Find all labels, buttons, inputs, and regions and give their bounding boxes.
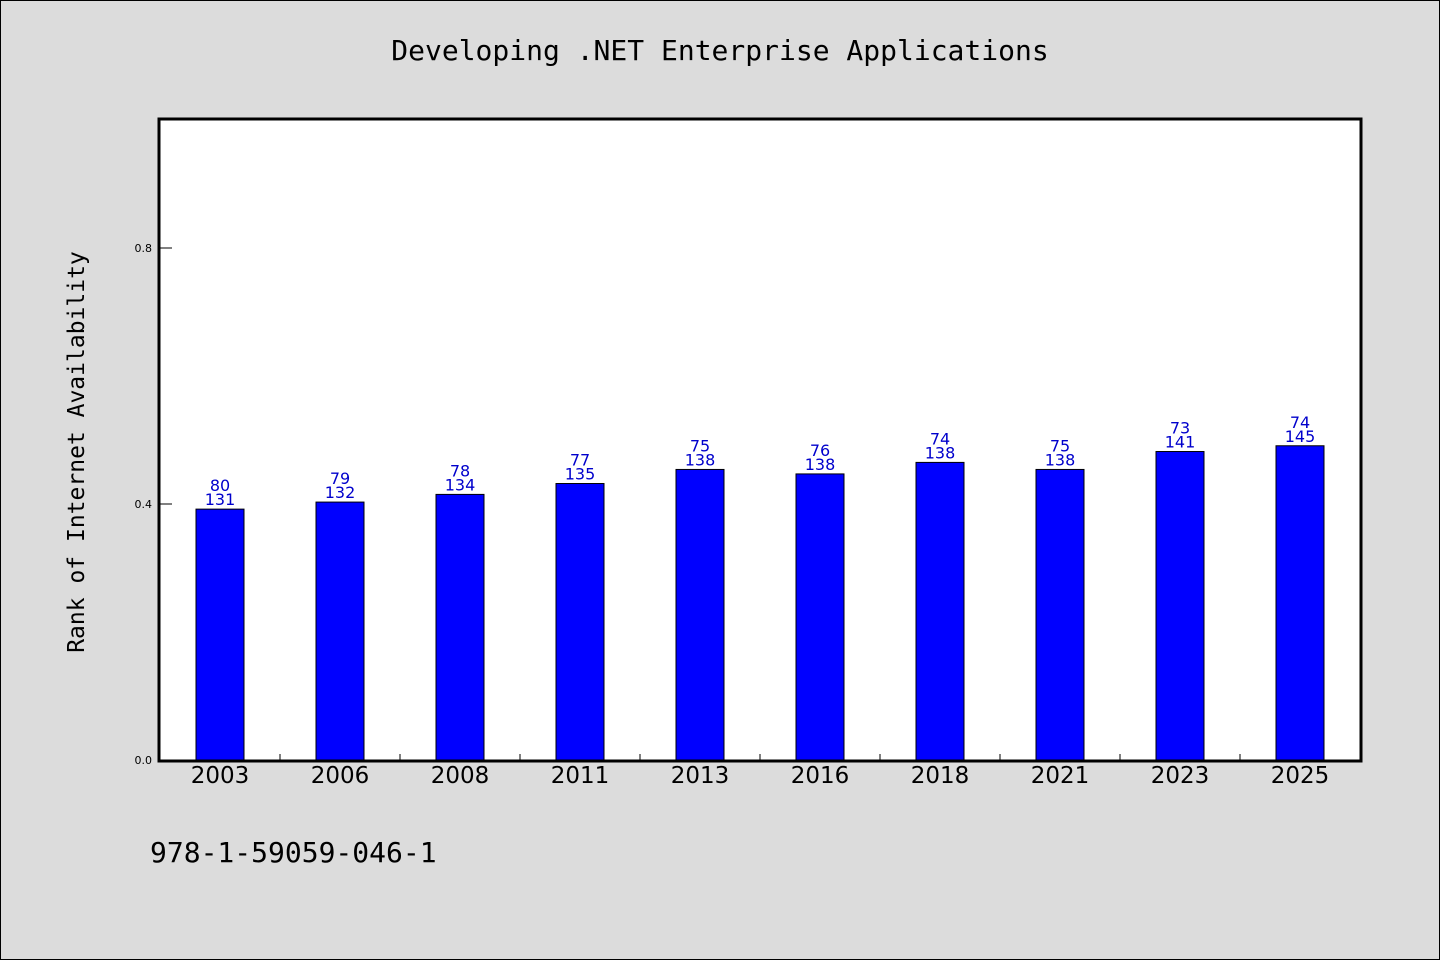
data-label-top: 74 [1290, 413, 1310, 432]
bar [1275, 445, 1325, 761]
data-label-top: 76 [810, 441, 830, 460]
y-axis-ticks: 0.0 0.4 0.8 [135, 242, 172, 767]
data-label-top: 73 [1170, 419, 1190, 438]
data-label-top: 80 [210, 476, 230, 495]
x-tick-label: 2021 [1031, 763, 1090, 789]
x-tick-label: 2025 [1271, 763, 1330, 789]
isbn-text: 978-1-59059-046-1 [150, 836, 437, 869]
data-label-bottom: 138 [925, 443, 956, 462]
bar [435, 493, 485, 761]
y-tick-label: 0.0 [135, 754, 153, 767]
chart-title: Developing .NET Enterprise Applications [391, 34, 1049, 67]
y-tick-label: 0.4 [135, 498, 153, 511]
bar [1155, 451, 1205, 761]
bar [675, 468, 725, 761]
x-tick-label: 2003 [191, 763, 250, 789]
data-label-bottom: 145 [1285, 427, 1316, 446]
data-label-bottom: 138 [1045, 450, 1076, 469]
bar [795, 473, 845, 761]
bar [195, 508, 245, 761]
data-label-top: 79 [330, 469, 350, 488]
x-tick-label: 2023 [1151, 763, 1210, 789]
x-tick-label: 2013 [671, 763, 730, 789]
x-tick-label: 2016 [791, 763, 850, 789]
data-label-bottom: 138 [685, 450, 716, 469]
x-tick-label: 2018 [911, 763, 970, 789]
bar [915, 461, 965, 761]
bar [315, 501, 365, 761]
data-label-bottom: 141 [1165, 433, 1196, 452]
data-label-bottom: 135 [565, 465, 596, 484]
x-axis-ticks [279, 754, 1241, 760]
bar [1035, 468, 1085, 761]
data-label-top: 74 [930, 429, 950, 448]
data-label-bottom: 131 [205, 490, 236, 509]
data-label-bottom: 132 [325, 483, 356, 502]
y-tick-label: 0.8 [135, 242, 153, 255]
data-label-top: 78 [450, 461, 470, 480]
x-tick-label: 2006 [311, 763, 370, 789]
data-label-bottom: 134 [445, 475, 476, 494]
bars-group [195, 445, 1325, 761]
data-label-top: 75 [690, 436, 710, 455]
x-tick-label: 2011 [551, 763, 610, 789]
x-tick-label: 2008 [431, 763, 490, 789]
data-label-top: 75 [1050, 436, 1070, 455]
data-label-bottom: 138 [805, 455, 836, 474]
bar [555, 483, 605, 761]
data-label-top: 77 [570, 451, 590, 470]
